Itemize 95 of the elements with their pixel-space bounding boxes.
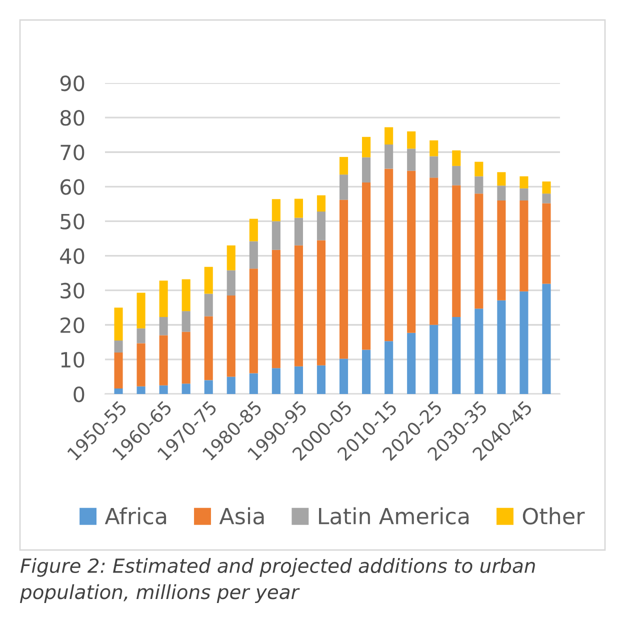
bar — [204, 316, 213, 380]
bar — [249, 218, 258, 242]
bar — [542, 203, 551, 284]
bar — [204, 294, 213, 316]
bar — [136, 292, 146, 328]
bar — [384, 168, 394, 342]
bar — [249, 373, 258, 394]
bar — [182, 311, 190, 332]
bar — [249, 268, 258, 374]
bar — [226, 245, 236, 270]
y-tick-label: 30 — [60, 282, 84, 299]
bar — [362, 157, 371, 183]
bar — [362, 350, 371, 394]
bar — [339, 358, 348, 394]
bar — [272, 368, 280, 394]
legend-label: Other — [522, 507, 585, 524]
bar — [542, 194, 551, 204]
bar — [226, 270, 236, 296]
y-tick-label: 0 — [74, 386, 84, 402]
bar — [520, 291, 528, 394]
bar — [249, 241, 258, 269]
bar — [407, 170, 416, 333]
bar — [497, 186, 506, 200]
bar — [294, 245, 303, 366]
bar — [474, 194, 484, 309]
bar — [542, 181, 551, 194]
bar — [114, 308, 123, 340]
bar — [182, 332, 190, 384]
bar — [497, 300, 506, 394]
bar — [114, 340, 123, 353]
legend-label: Asia — [219, 507, 264, 524]
y-tick-label: 50 — [60, 214, 84, 230]
bar — [407, 148, 416, 171]
bar — [136, 343, 146, 386]
y-tick-label: 90 — [60, 75, 84, 92]
bar — [226, 296, 236, 377]
y-tick-label: 40 — [60, 248, 84, 264]
y-tick-label: 20 — [60, 317, 84, 334]
bar — [272, 250, 280, 368]
bar — [182, 384, 190, 394]
y-tick-label: 80 — [60, 110, 84, 126]
bar — [204, 266, 213, 294]
legend-label: Africa — [104, 507, 166, 524]
bar — [294, 366, 303, 394]
y-tick-label: 10 — [61, 352, 84, 368]
bar — [452, 150, 461, 166]
bar — [520, 188, 528, 200]
bar — [294, 218, 303, 246]
bar — [407, 332, 416, 394]
bar — [294, 198, 303, 218]
bar — [272, 199, 280, 222]
bar — [430, 140, 438, 156]
bar — [452, 185, 461, 317]
bar — [384, 127, 394, 145]
bar — [339, 174, 348, 200]
bar — [272, 221, 280, 250]
bar — [339, 200, 348, 359]
bar — [430, 178, 438, 325]
bar — [362, 182, 371, 350]
bar — [159, 385, 168, 394]
bar — [159, 335, 168, 386]
bar — [520, 200, 528, 292]
bar — [474, 162, 484, 176]
bar — [204, 380, 213, 394]
bar — [362, 136, 371, 158]
bar — [430, 324, 438, 394]
bar — [430, 156, 438, 178]
bar — [497, 200, 506, 300]
bar — [497, 172, 506, 186]
bar — [316, 195, 326, 212]
bar — [407, 131, 416, 149]
y-tick-label: 60 — [60, 179, 84, 195]
bar — [452, 316, 461, 394]
bar — [114, 352, 123, 388]
bar — [384, 341, 394, 394]
bar — [159, 280, 168, 317]
bar — [316, 240, 326, 366]
bar — [159, 316, 168, 336]
bar — [316, 365, 326, 394]
bar — [384, 144, 394, 169]
y-tick-label: 70 — [60, 144, 84, 160]
legend-label: Latin America — [319, 507, 469, 524]
bar — [474, 308, 484, 394]
bar — [226, 376, 236, 394]
bar — [452, 166, 461, 186]
bar — [114, 388, 123, 394]
bar — [136, 328, 146, 344]
bar — [339, 156, 348, 175]
bar — [542, 284, 551, 394]
bar — [474, 176, 484, 194]
caption: Figure 2: Estimated and projected additions to urban population, millions per year — [20, 558, 535, 604]
bar — [316, 212, 326, 240]
bar — [136, 386, 146, 394]
bar — [520, 176, 528, 188]
bar — [182, 279, 190, 312]
